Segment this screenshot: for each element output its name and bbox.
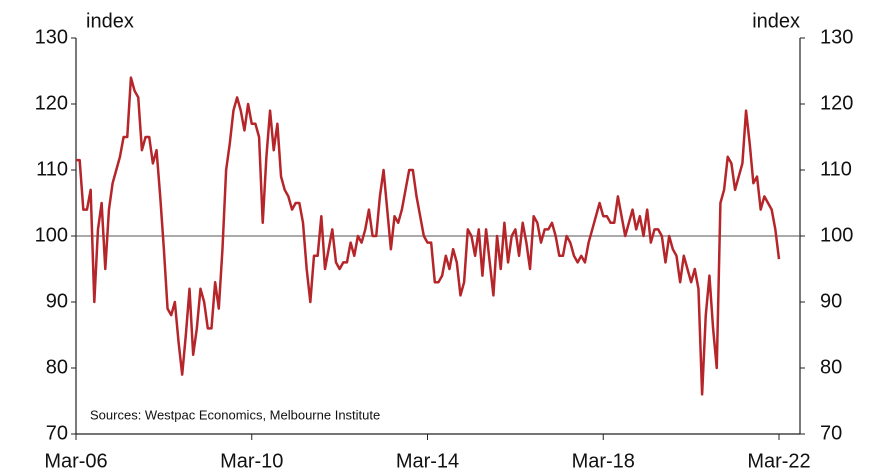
y2-axis-label: index bbox=[752, 10, 800, 32]
source-note: Sources: Westpac Economics, Melbourne In… bbox=[90, 407, 380, 422]
y2-tick-label: 70 bbox=[820, 422, 842, 444]
x-tick-label: Mar-06 bbox=[44, 450, 107, 472]
y2-tick-label: 110 bbox=[820, 158, 852, 180]
y2-tick-label: 130 bbox=[820, 26, 853, 48]
y-tick-label: 90 bbox=[46, 290, 68, 312]
y-tick-label: 70 bbox=[46, 422, 68, 444]
x-tick-label: Mar-18 bbox=[572, 450, 635, 472]
x-tick-label: Mar-10 bbox=[220, 450, 283, 472]
y-tick-label: 130 bbox=[35, 26, 68, 48]
y-axis-label: index bbox=[86, 10, 134, 32]
y2-tick-label: 80 bbox=[820, 356, 842, 378]
y-tick-label: 120 bbox=[35, 92, 68, 114]
x-tick-label: Mar-22 bbox=[747, 450, 810, 472]
y-tick-label: 80 bbox=[46, 356, 68, 378]
y-tick-label: 100 bbox=[35, 224, 68, 246]
data-line bbox=[76, 76, 781, 396]
y-tick-label: 110 bbox=[36, 158, 68, 180]
x-tick-label: Mar-14 bbox=[396, 450, 459, 472]
y2-tick-label: 100 bbox=[820, 224, 853, 246]
y2-tick-label: 120 bbox=[820, 92, 853, 114]
y2-tick-label: 90 bbox=[820, 290, 842, 312]
